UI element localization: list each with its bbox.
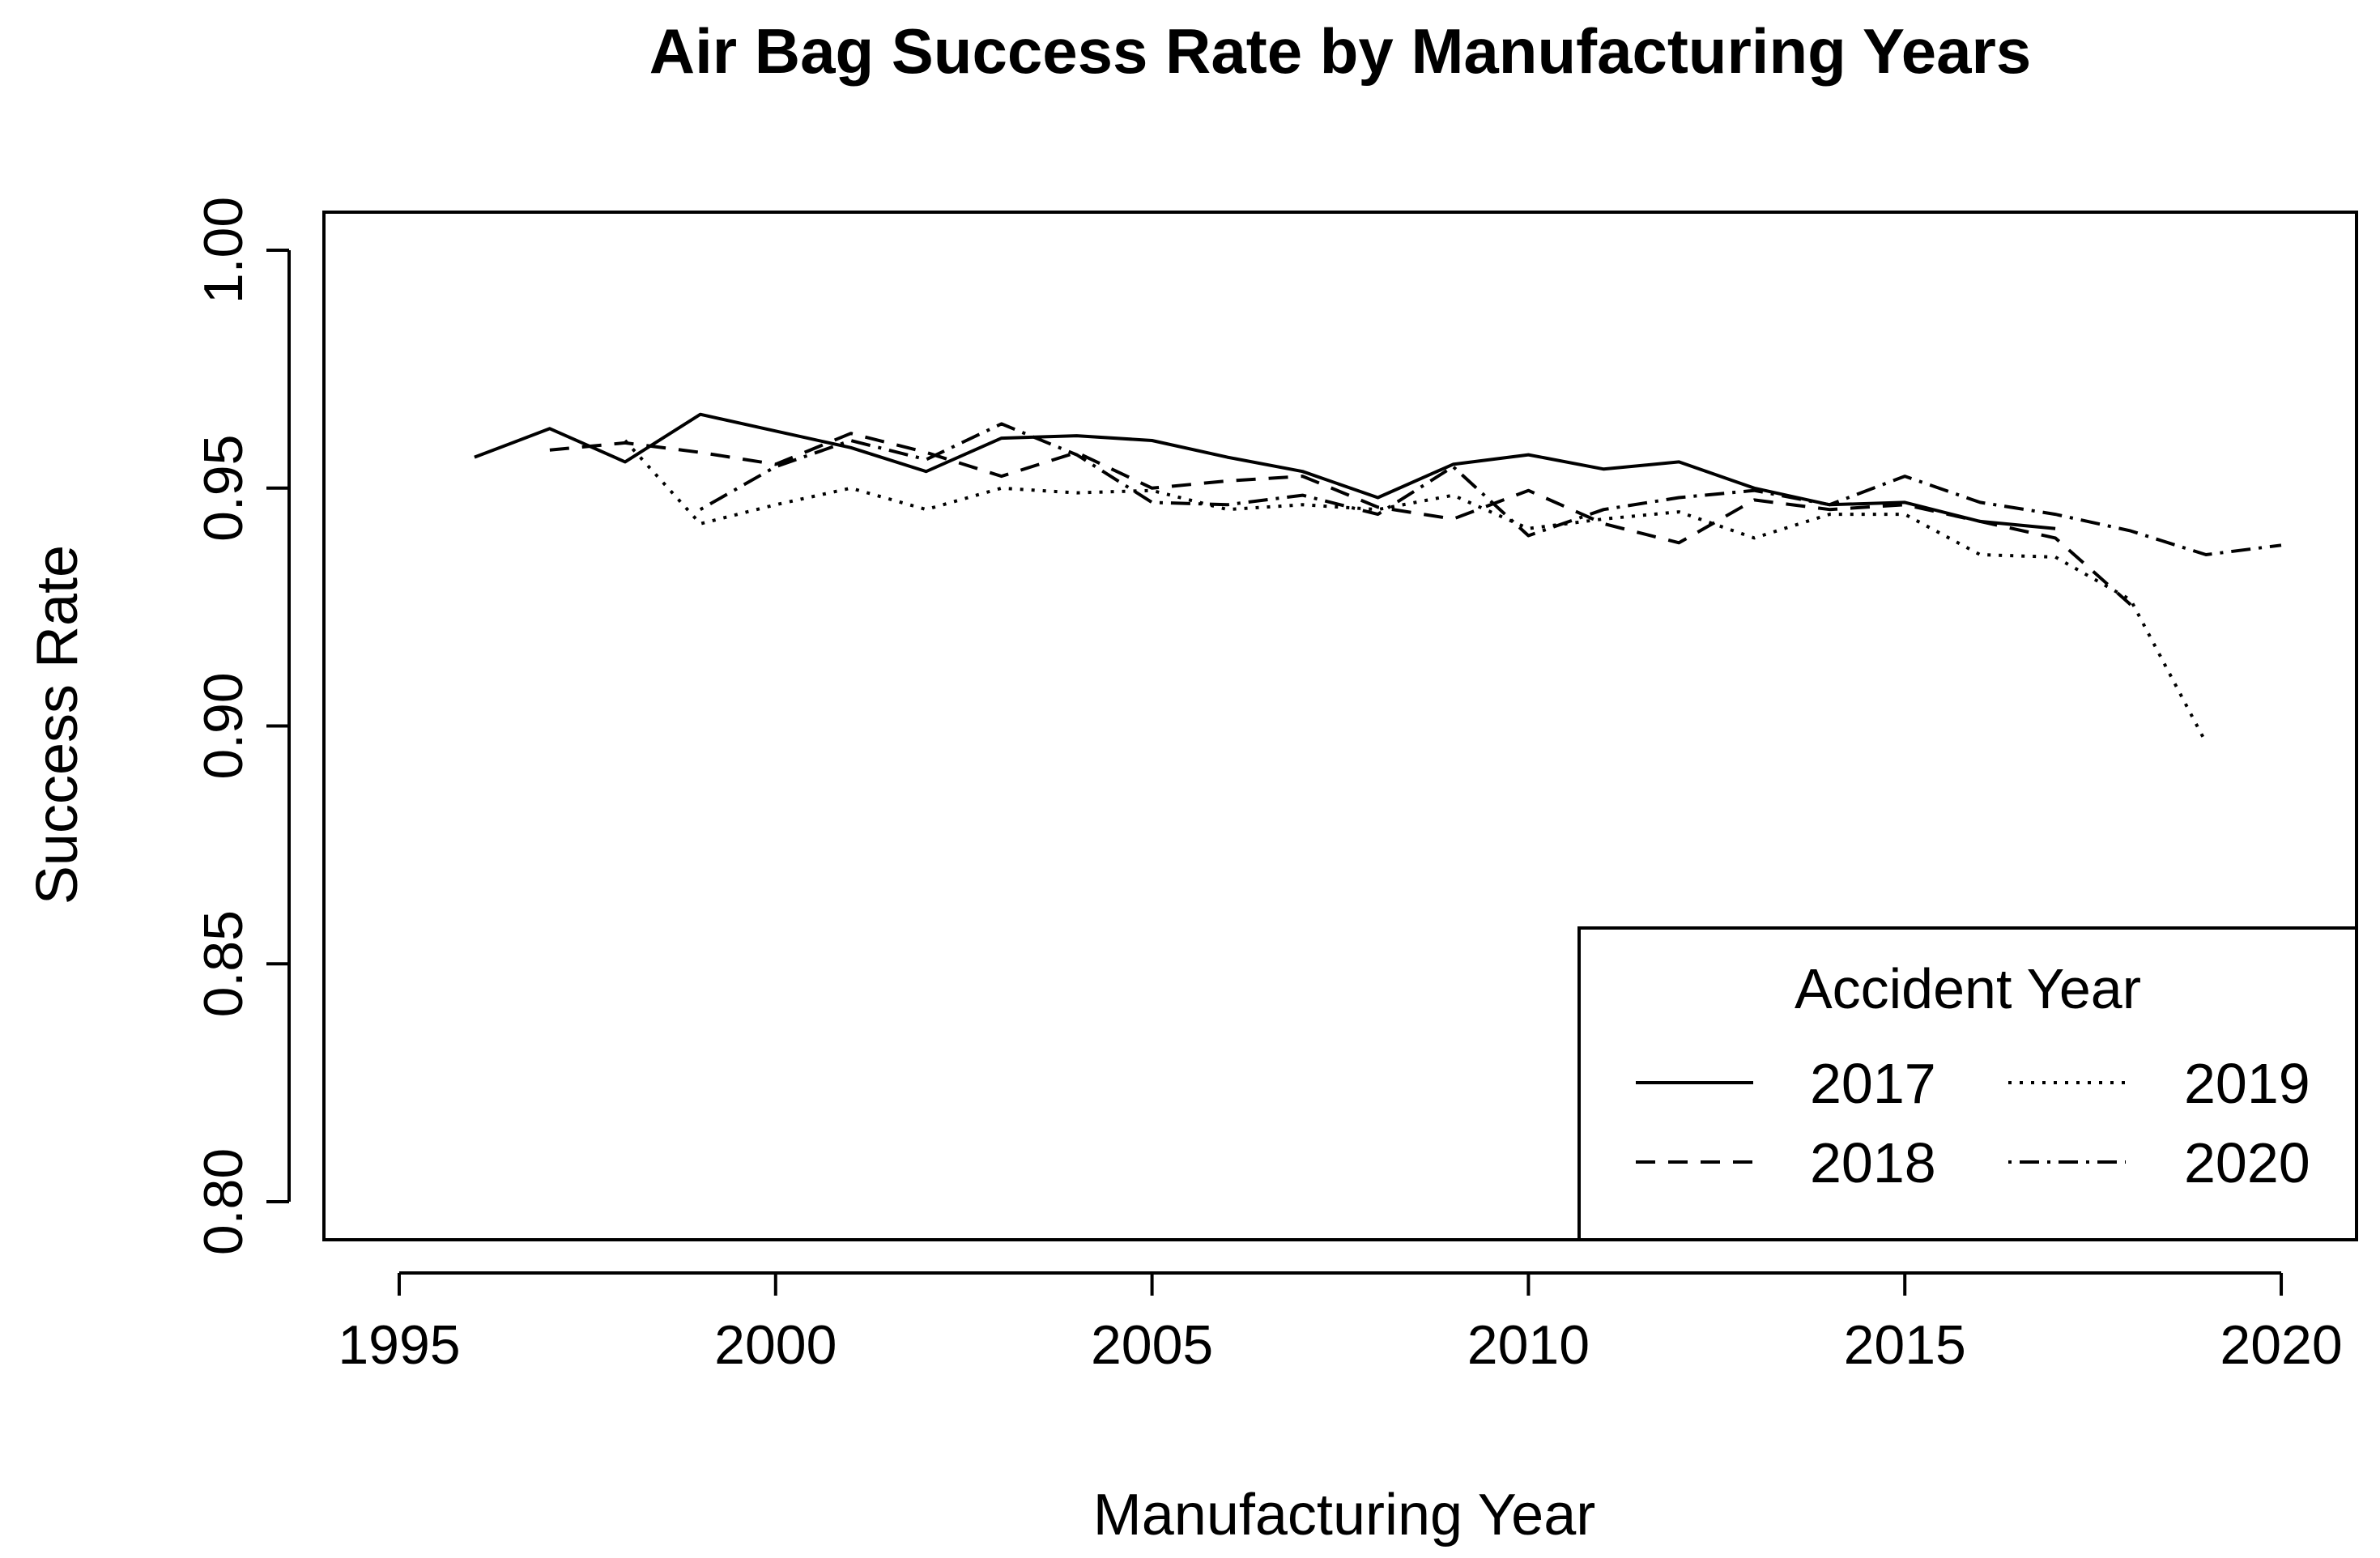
series-line-2017 — [474, 412, 2056, 530]
y-axis-title: Success Rate — [25, 545, 90, 905]
x-tick-label: 2000 — [714, 1314, 837, 1376]
series-layer — [474, 412, 2282, 744]
x-axis-title: Manufacturing Year — [1093, 1483, 1595, 1547]
series-line-2020 — [699, 422, 2282, 556]
y-tick-label: 0.90 — [193, 672, 254, 779]
series-line-2019 — [624, 439, 2208, 744]
series-line-2018 — [549, 432, 2132, 607]
legend-title: Accident Year — [1795, 957, 2141, 1020]
legend-label-2018: 2018 — [1810, 1131, 1936, 1194]
y-tick-label: 0.80 — [193, 1148, 254, 1255]
x-tick-label: 1995 — [338, 1314, 460, 1376]
legend-label-2017: 2017 — [1810, 1052, 1936, 1115]
y-tick-label: 1.00 — [193, 197, 254, 304]
legend-label-2020: 2020 — [2184, 1131, 2310, 1194]
x-tick-label: 2010 — [1467, 1314, 1590, 1376]
y-tick-label: 0.85 — [193, 910, 254, 1017]
x-tick-label: 2015 — [1844, 1314, 1966, 1376]
x-tick-label: 2020 — [2220, 1314, 2342, 1376]
plot-frame — [322, 211, 2358, 1241]
legend-label-2019: 2019 — [2184, 1052, 2310, 1115]
x-tick-label: 2005 — [1091, 1314, 1213, 1376]
x-axis: 1995 2000 2005 2010 2015 2020 — [338, 1271, 2343, 1376]
y-axis: 0.80 0.85 0.90 0.95 1.00 — [193, 197, 291, 1255]
legend: Accident Year 2017 2018 2019 2020 — [1577, 926, 2358, 1241]
y-tick-label: 0.95 — [193, 435, 254, 542]
chart-title: Air Bag Success Rate by Manufacturing Ye… — [649, 15, 2032, 87]
